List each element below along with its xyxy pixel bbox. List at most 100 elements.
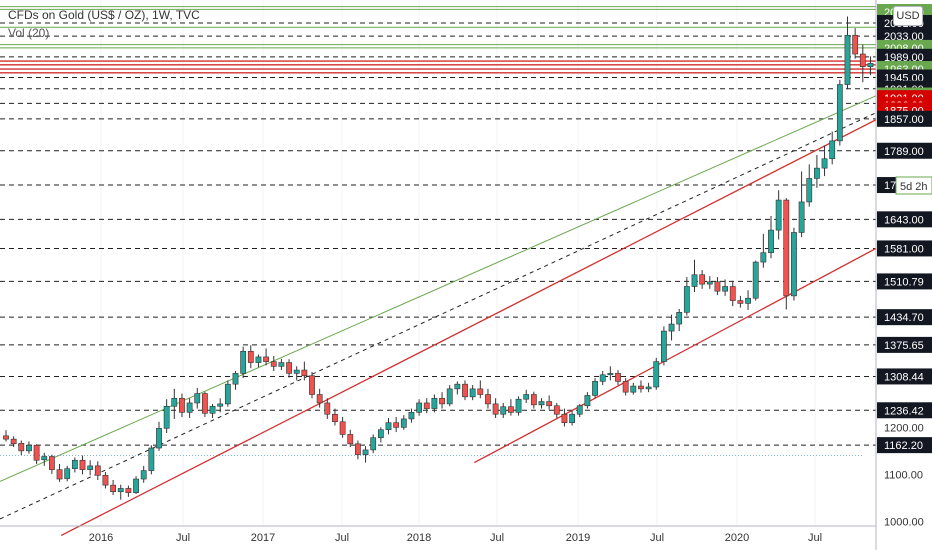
candle-body bbox=[615, 373, 621, 382]
candle bbox=[163, 399, 170, 434]
candle-body bbox=[492, 403, 499, 415]
candle bbox=[217, 398, 224, 413]
candle bbox=[400, 415, 407, 430]
candle bbox=[194, 387, 201, 409]
candle-body bbox=[94, 465, 101, 476]
candle-body bbox=[217, 403, 224, 407]
candle bbox=[622, 378, 629, 396]
candle bbox=[301, 361, 308, 381]
x-tick-label: 2020 bbox=[725, 532, 749, 544]
y-axis-label-bg bbox=[877, 211, 932, 228]
candle bbox=[79, 455, 86, 475]
candle-body bbox=[423, 402, 430, 409]
candle bbox=[309, 371, 315, 399]
candle-body bbox=[798, 201, 805, 233]
candle bbox=[431, 394, 438, 413]
candle bbox=[492, 398, 499, 418]
candle bbox=[224, 380, 231, 407]
candle-body bbox=[171, 397, 178, 407]
candle-body bbox=[71, 459, 78, 470]
candle bbox=[270, 355, 277, 372]
currency-button[interactable]: USD bbox=[893, 6, 923, 26]
candle bbox=[117, 484, 124, 500]
candle bbox=[393, 417, 400, 433]
candle-body bbox=[553, 405, 560, 415]
candle-body bbox=[3, 435, 9, 440]
candle bbox=[829, 131, 836, 165]
candle-body bbox=[844, 34, 851, 85]
candle-body bbox=[393, 422, 400, 428]
volume-indicator-label[interactable]: Vol (20) bbox=[8, 26, 50, 40]
candle-body bbox=[186, 402, 193, 413]
candle bbox=[209, 403, 216, 418]
candle-body bbox=[354, 443, 361, 455]
candle bbox=[752, 260, 759, 301]
candle-body bbox=[18, 443, 25, 452]
candle bbox=[515, 396, 522, 416]
candle bbox=[3, 430, 9, 442]
candle-body bbox=[530, 394, 537, 406]
candle bbox=[630, 382, 637, 395]
countdown-bg bbox=[895, 176, 932, 195]
candle bbox=[599, 371, 606, 386]
candle bbox=[278, 358, 285, 371]
y-axis-label-bg bbox=[877, 142, 932, 159]
candle-body bbox=[859, 53, 866, 67]
candle-body bbox=[813, 167, 820, 179]
countdown-label: 5d 2h bbox=[895, 176, 932, 195]
candle-body bbox=[538, 401, 545, 406]
candle-body bbox=[278, 362, 285, 367]
candle bbox=[332, 408, 338, 426]
candle-body bbox=[638, 385, 644, 390]
x-tick-label: 2019 bbox=[566, 532, 590, 544]
candle bbox=[844, 16, 851, 90]
candle bbox=[821, 145, 828, 177]
y-axis-label-text: 1581.00 bbox=[884, 243, 924, 255]
candle-body bbox=[546, 401, 553, 407]
y-axis-label: 1510.79 bbox=[877, 273, 932, 290]
candle bbox=[446, 385, 453, 407]
candle bbox=[645, 382, 652, 393]
candle-body bbox=[791, 232, 797, 297]
candle-body bbox=[653, 361, 660, 388]
candle bbox=[852, 28, 859, 59]
candle-body bbox=[102, 474, 109, 486]
candle-body bbox=[592, 381, 598, 396]
candle bbox=[706, 276, 713, 289]
candle-body bbox=[385, 422, 392, 431]
candle-body bbox=[722, 286, 728, 292]
x-tick-label: 2018 bbox=[407, 532, 431, 544]
candle bbox=[507, 399, 514, 416]
y-axis-label-text: 1434.70 bbox=[884, 312, 924, 324]
y-axis-label-bg bbox=[877, 110, 932, 127]
y-axis-label-text: 1989.00 bbox=[884, 52, 924, 64]
candle-body bbox=[737, 300, 744, 304]
candle-body bbox=[309, 375, 315, 395]
candle bbox=[530, 391, 537, 409]
candle bbox=[454, 381, 461, 395]
candle-body bbox=[232, 373, 239, 385]
candle bbox=[714, 277, 721, 295]
candle-body bbox=[523, 394, 530, 400]
candle-body bbox=[706, 281, 713, 285]
candle bbox=[737, 295, 744, 308]
candle-body bbox=[584, 395, 591, 407]
candle-body bbox=[163, 405, 170, 429]
candle bbox=[439, 392, 445, 409]
candle-body bbox=[324, 402, 331, 415]
candle-body bbox=[622, 381, 629, 393]
candle-body bbox=[515, 398, 522, 413]
candle-body bbox=[209, 405, 216, 414]
candle bbox=[347, 429, 354, 448]
y-axis-label-bg bbox=[877, 48, 932, 65]
y-axis-label: 1857.00 bbox=[877, 110, 932, 127]
trendlines bbox=[0, 95, 877, 536]
candle bbox=[798, 171, 805, 238]
candle bbox=[110, 479, 116, 496]
candle-body bbox=[806, 178, 813, 203]
y-axis-label-bg bbox=[877, 273, 932, 290]
candle bbox=[584, 392, 591, 409]
candle bbox=[768, 216, 774, 259]
candle-body bbox=[829, 140, 836, 160]
